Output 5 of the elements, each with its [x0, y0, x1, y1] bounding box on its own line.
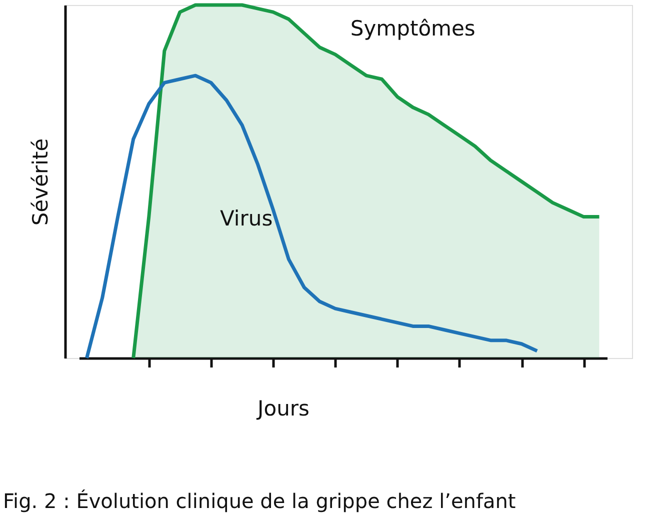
- x-axis-title: Jours: [256, 396, 310, 420]
- y-axis-title: Sévérité: [28, 138, 52, 226]
- series-label: Virus: [220, 206, 273, 231]
- caption: Fig. 2 : Évolution clinique de la grippe chez l’enfant: [3, 489, 516, 513]
- series-label: Symptômes: [350, 16, 476, 41]
